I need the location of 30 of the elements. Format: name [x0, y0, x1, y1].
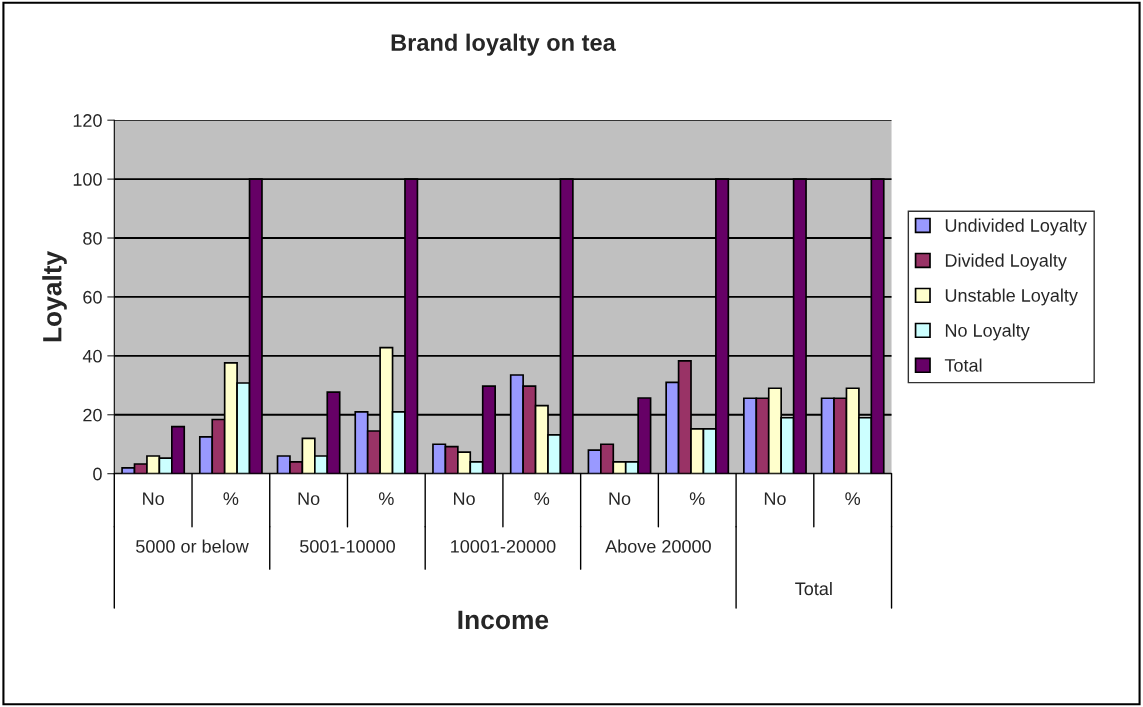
y-axis-title: Loyalty	[42, 250, 67, 342]
text: Total	[795, 581, 832, 596]
text: 10001-20000	[451, 539, 556, 553]
x-tick-label: %	[378, 492, 394, 505]
text: 5000 or below	[136, 539, 249, 553]
x-tick-label: %	[689, 492, 705, 505]
y-tick-label: 20	[83, 408, 102, 422]
legend-label: Total	[944, 358, 982, 372]
chart-title: Brand loyalty on tea	[391, 33, 616, 56]
text: 5001-10000	[300, 539, 395, 553]
x-tick-label: %	[534, 492, 550, 505]
text: Above 20000	[605, 539, 711, 553]
y-tick-label: 0	[93, 467, 102, 481]
y-tick-label: 120	[73, 114, 102, 127]
x-tick-label: No	[609, 492, 631, 506]
x-axis-title: Income	[458, 610, 549, 630]
x-tick-label: No	[143, 492, 164, 506]
legend-label: Unstable Loyalty	[945, 288, 1078, 306]
y-tick-label: 80	[83, 231, 102, 245]
x-tick-label: %	[223, 492, 239, 505]
y-tick-label: 60	[83, 290, 102, 304]
legend-label: No Loyalty	[945, 323, 1030, 341]
y-tick-label: 100	[73, 173, 102, 186]
x-tick-label: No	[454, 492, 475, 506]
x-tick-label: No	[298, 492, 320, 506]
x-tick-label: %	[845, 492, 861, 505]
legend-label: Undivided Loyalty	[945, 218, 1087, 236]
legend-label: Divided Loyalty	[945, 253, 1067, 271]
y-tick-label: 40	[82, 349, 102, 363]
x-tick-label: No	[764, 492, 786, 506]
